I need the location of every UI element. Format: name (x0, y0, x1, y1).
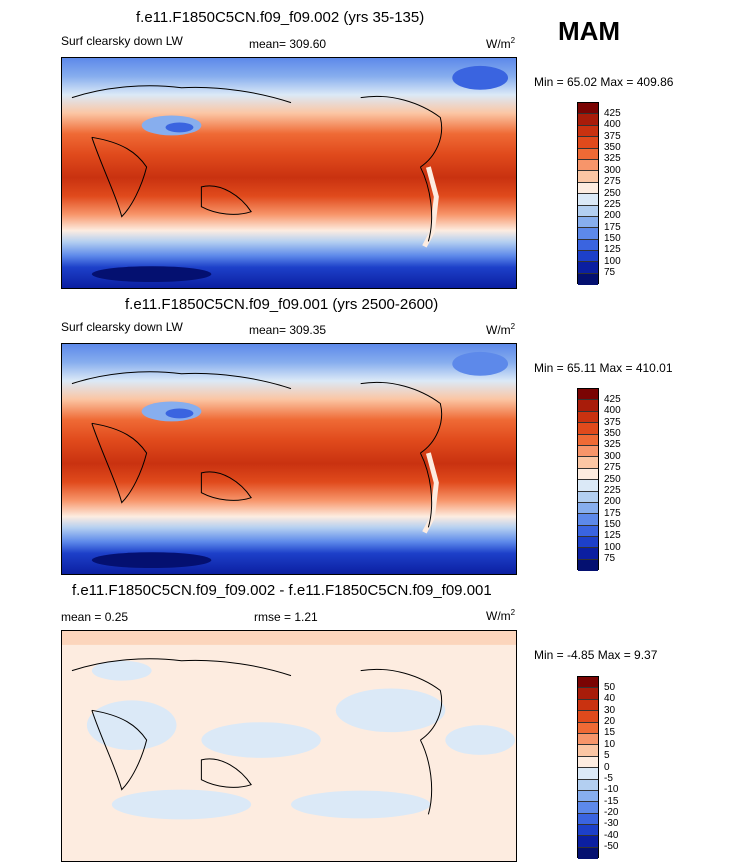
colorbar-tick: 350 (604, 142, 621, 153)
colorbar-tick: 300 (604, 451, 621, 462)
colorbar-tick: 5 (604, 750, 610, 761)
panel-3-map (61, 630, 517, 862)
colorbar-tick: -40 (604, 830, 619, 841)
panel-2-units: W/m2 (486, 322, 516, 337)
colorbar-tick: 225 (604, 199, 621, 210)
panel-3-colorbar (577, 676, 599, 860)
colorbar-tick: 125 (604, 244, 621, 255)
panel-1-map (61, 57, 517, 289)
colorbar-tick: 200 (604, 496, 621, 507)
colorbar-tick: 15 (604, 727, 616, 738)
panel-1-units: W/m2 (486, 36, 516, 51)
panel-3-title: f.e11.F1850C5CN.f09_f09.002 - f.e11.F185… (72, 582, 492, 599)
panel-3-units: W/m2 (486, 608, 516, 623)
colorbar-tick: 10 (604, 739, 616, 750)
colorbar-tick: 300 (604, 165, 621, 176)
colorbar-tick: 20 (604, 716, 616, 727)
panel-1-map-field (62, 58, 516, 288)
panel-1-minmax: Min = 65.02 Max = 409.86 (534, 75, 674, 89)
colorbar-tick: 0 (604, 762, 610, 773)
colorbar-tick: 100 (604, 542, 621, 553)
colorbar-tick: 150 (604, 233, 621, 244)
panel-3-map-field (62, 631, 516, 861)
panel-3-rmse-label: rmse = 1.21 (254, 610, 318, 624)
colorbar-tick: 275 (604, 176, 621, 187)
panel-2-minmax: Min = 65.11 Max = 410.01 (534, 361, 673, 375)
colorbar-tick: 30 (604, 705, 616, 716)
colorbar-tick: 425 (604, 108, 621, 119)
colorbar-tick: 150 (604, 519, 621, 530)
panel-2-map (61, 343, 517, 575)
colorbar-tick: 75 (604, 553, 616, 564)
colorbar-tick: 325 (604, 153, 621, 164)
colorbar-tick: 250 (604, 474, 621, 485)
colorbar-tick: -15 (604, 796, 619, 807)
panel-1-colorbar (577, 102, 599, 286)
colorbar-tick: -50 (604, 841, 619, 852)
colorbar-tick: 250 (604, 188, 621, 199)
colorbar-tick: -30 (604, 818, 619, 829)
colorbar-tick: 50 (604, 682, 616, 693)
colorbar-tick: 375 (604, 131, 621, 142)
colorbar-tick: 225 (604, 485, 621, 496)
panel-3-mean-label: mean = 0.25 (61, 610, 129, 624)
panel-2-title: f.e11.F1850C5CN.f09_f09.001 (yrs 2500-26… (125, 296, 439, 313)
season-label: MAM (558, 16, 621, 46)
colorbar-tick: 275 (604, 462, 621, 473)
panel-1-mean-label: mean= 309.60 (249, 37, 327, 51)
colorbar-tick: 175 (604, 222, 621, 233)
panel-1-title: f.e11.F1850C5CN.f09_f09.002 (yrs 35-135) (136, 9, 425, 26)
colorbar-tick: -5 (604, 773, 613, 784)
panel-2-colorbar (577, 388, 599, 572)
colorbar-tick: 325 (604, 439, 621, 450)
colorbar-tick: -20 (604, 807, 619, 818)
colorbar-tick: 75 (604, 267, 616, 278)
panel-2-map-field (62, 344, 516, 574)
colorbar-tick: 175 (604, 508, 621, 519)
colorbar-tick: 200 (604, 210, 621, 221)
colorbar-tick: 400 (604, 119, 621, 130)
colorbar-tick: 375 (604, 417, 621, 428)
colorbar-tick: 40 (604, 693, 616, 704)
panel-3-minmax: Min = -4.85 Max = 9.37 (534, 648, 658, 662)
panel-2-variable-label: Surf clearsky down LW (61, 320, 183, 334)
colorbar-tick: 100 (604, 256, 621, 267)
panel-2-mean-label: mean= 309.35 (249, 323, 327, 337)
colorbar-tick: 350 (604, 428, 621, 439)
colorbar-tick: 400 (604, 405, 621, 416)
colorbar-tick: 425 (604, 394, 621, 405)
colorbar-tick: -10 (604, 784, 619, 795)
colorbar-tick: 125 (604, 530, 621, 541)
panel-1-variable-label: Surf clearsky down LW (61, 34, 183, 48)
